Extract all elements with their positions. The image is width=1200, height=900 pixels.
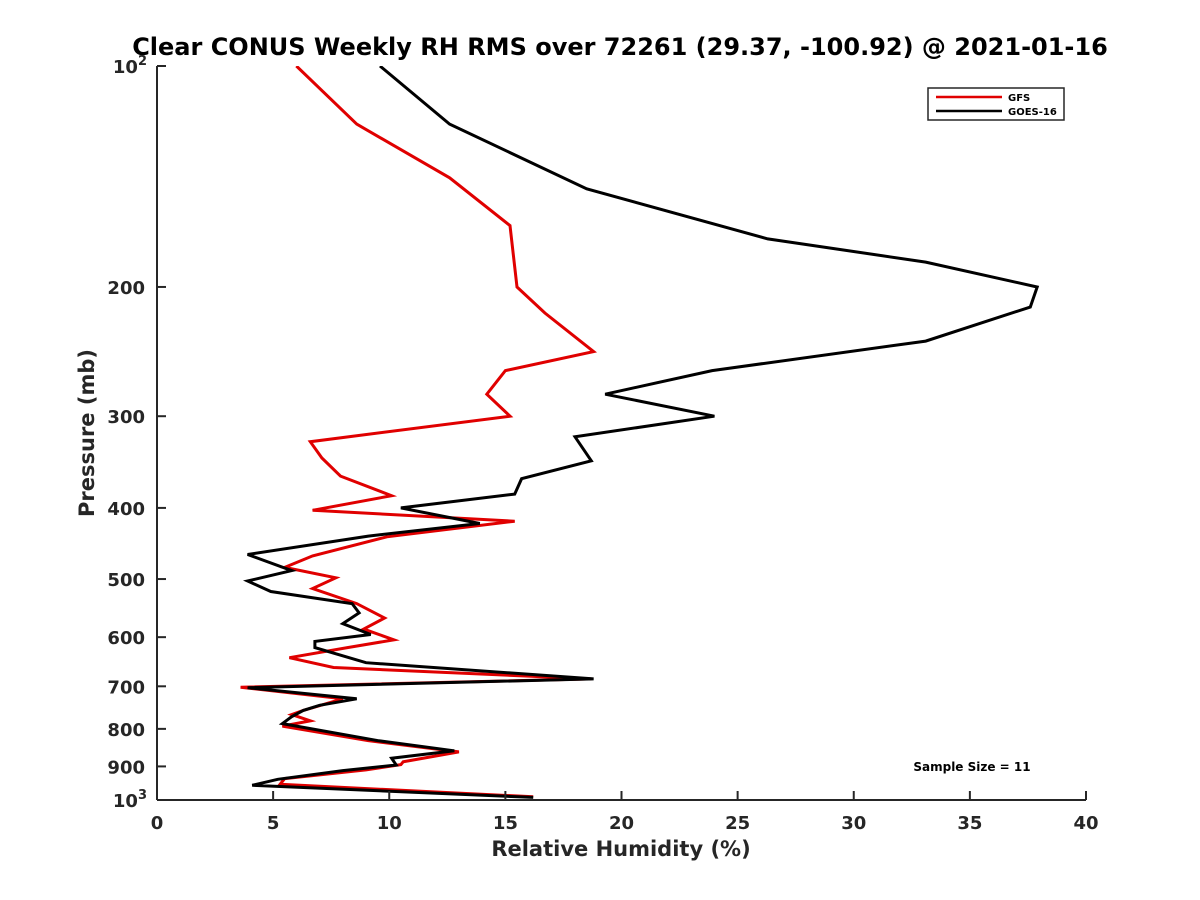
series-layer: [240, 66, 1040, 799]
legend-label-goes16: GOES-16: [1008, 107, 1057, 118]
legend: GFS GOES-16: [927, 87, 1065, 121]
plot-area: 0 5 10 15 20 25 30 35 40 102 200 300 400 500 600 700 80…: [107, 54, 1098, 834]
legend-box: [927, 87, 1065, 121]
x-tick-label: 30: [841, 813, 866, 834]
y-tick-label: 500: [107, 570, 145, 591]
x-tick-label: 10: [377, 813, 402, 834]
x-tick-label: 0: [151, 813, 164, 834]
legend-label-gfs: GFS: [1008, 93, 1030, 104]
y-axis-label: Pressure (mb): [75, 349, 99, 517]
y-tick-label: 200: [107, 278, 145, 299]
x-tick-label: 25: [725, 813, 750, 834]
y-tick-label: 300: [107, 407, 145, 428]
series-line-gfs: [240, 66, 598, 799]
y-axis-ticks: 102 200 300 400 500 600 700 800 900 103: [107, 54, 166, 812]
chart-title: Clear CONUS Weekly RH RMS over 72261 (29…: [132, 33, 1108, 61]
sample-size-annotation: Sample Size = 11: [913, 760, 1030, 774]
y-tick-label: 700: [107, 677, 145, 698]
x-axis-label: Relative Humidity (%): [491, 837, 750, 861]
x-tick-label: 20: [609, 813, 634, 834]
y-tick-label: 900: [107, 757, 145, 778]
x-tick-label: 5: [267, 813, 280, 834]
y-tick-label: 800: [107, 720, 145, 741]
y-tick-label: 102: [113, 54, 147, 78]
x-tick-label: 35: [957, 813, 982, 834]
y-tick-label: 600: [107, 628, 145, 649]
y-tick-label: 103: [113, 788, 147, 812]
series-line-goes16: [242, 66, 1040, 799]
x-axis-ticks: 0 5 10 15 20 25 30 35 40: [151, 791, 1099, 834]
y-tick-label: 400: [107, 499, 145, 520]
x-tick-label: 15: [493, 813, 518, 834]
x-tick-label: 40: [1073, 813, 1098, 834]
